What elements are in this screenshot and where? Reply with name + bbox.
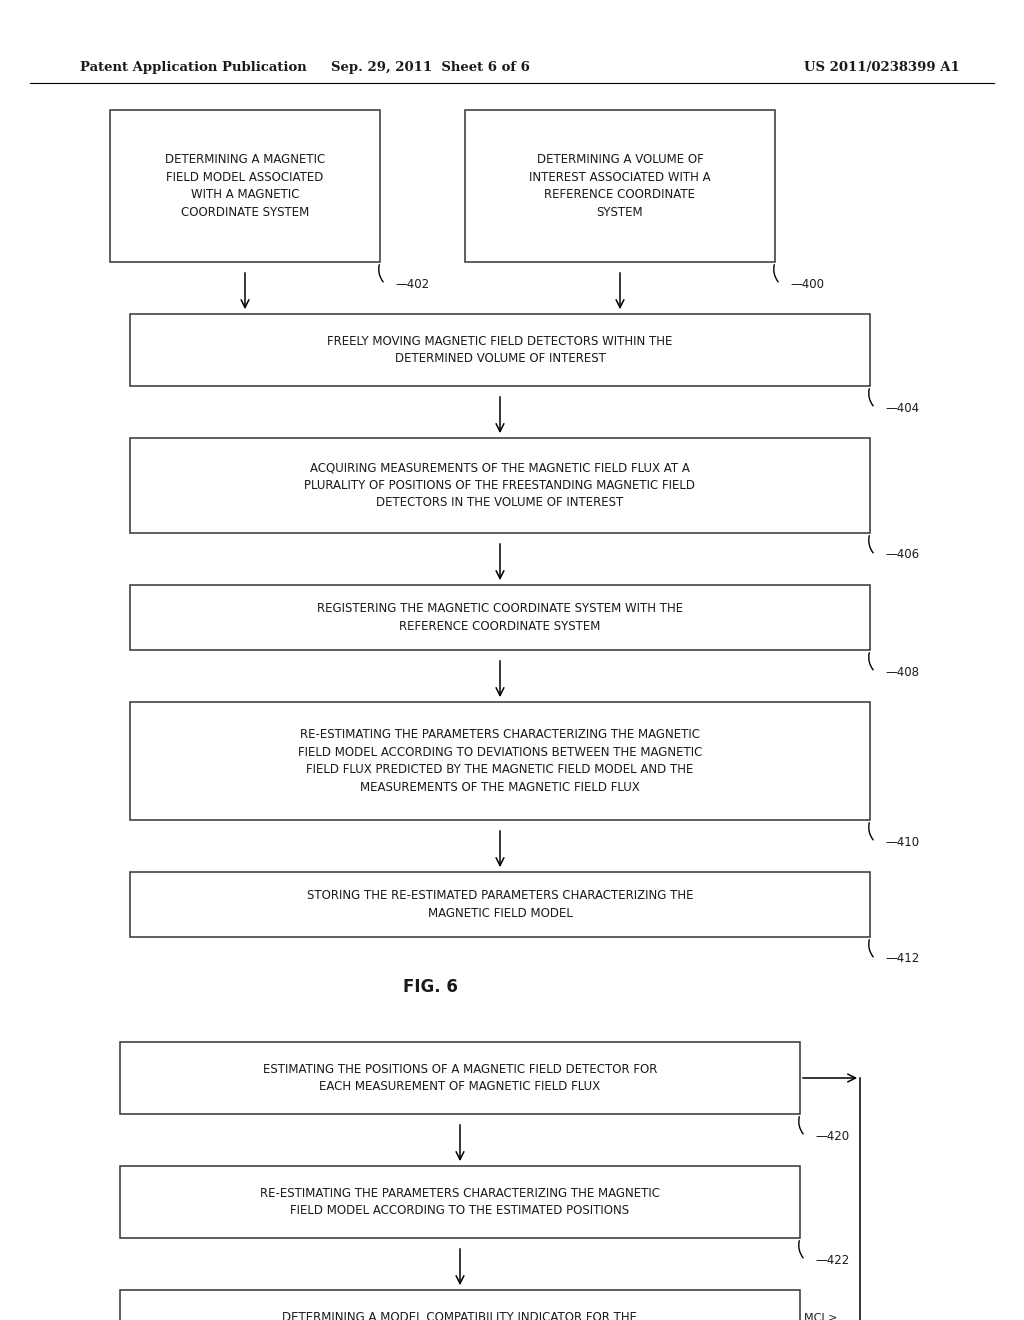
Text: —420: —420 bbox=[815, 1130, 849, 1143]
Text: Sep. 29, 2011  Sheet 6 of 6: Sep. 29, 2011 Sheet 6 of 6 bbox=[331, 62, 529, 74]
Bar bbox=[130, 585, 870, 649]
Text: —402: —402 bbox=[395, 277, 429, 290]
Text: —408: —408 bbox=[885, 665, 919, 678]
Bar bbox=[130, 314, 870, 385]
Text: ACQUIRING MEASUREMENTS OF THE MAGNETIC FIELD FLUX AT A
PLURALITY OF POSITIONS OF: ACQUIRING MEASUREMENTS OF THE MAGNETIC F… bbox=[304, 462, 695, 510]
Text: —406: —406 bbox=[885, 549, 920, 561]
Text: US 2011/0238399 A1: US 2011/0238399 A1 bbox=[804, 62, 961, 74]
Bar bbox=[120, 1166, 800, 1238]
Text: MCI >: MCI > bbox=[804, 1313, 838, 1320]
Text: —412: —412 bbox=[885, 953, 920, 965]
Text: ESTIMATING THE POSITIONS OF A MAGNETIC FIELD DETECTOR FOR
EACH MEASUREMENT OF MA: ESTIMATING THE POSITIONS OF A MAGNETIC F… bbox=[263, 1063, 657, 1093]
Bar bbox=[130, 438, 870, 533]
Text: DETERMINING A VOLUME OF
INTEREST ASSOCIATED WITH A
REFERENCE COORDINATE
SYSTEM: DETERMINING A VOLUME OF INTEREST ASSOCIA… bbox=[529, 153, 711, 219]
Text: FIG. 6: FIG. 6 bbox=[402, 978, 458, 997]
Text: DETERMINING A MAGNETIC
FIELD MODEL ASSOCIATED
WITH A MAGNETIC
COORDINATE SYSTEM: DETERMINING A MAGNETIC FIELD MODEL ASSOC… bbox=[165, 153, 326, 219]
Text: STORING THE RE-ESTIMATED PARAMETERS CHARACTERIZING THE
MAGNETIC FIELD MODEL: STORING THE RE-ESTIMATED PARAMETERS CHAR… bbox=[307, 890, 693, 920]
Text: RE-ESTIMATING THE PARAMETERS CHARACTERIZING THE MAGNETIC
FIELD MODEL ACCORDING T: RE-ESTIMATING THE PARAMETERS CHARACTERIZ… bbox=[298, 729, 702, 793]
Bar bbox=[130, 702, 870, 820]
Text: RE-ESTIMATING THE PARAMETERS CHARACTERIZING THE MAGNETIC
FIELD MODEL ACCORDING T: RE-ESTIMATING THE PARAMETERS CHARACTERIZ… bbox=[260, 1187, 660, 1217]
Bar bbox=[120, 1290, 800, 1320]
Text: —422: —422 bbox=[815, 1254, 849, 1266]
Bar bbox=[110, 110, 380, 261]
Bar bbox=[465, 110, 775, 261]
Text: —400: —400 bbox=[790, 277, 824, 290]
Bar bbox=[130, 873, 870, 937]
Text: —410: —410 bbox=[885, 836, 920, 849]
Text: REGISTERING THE MAGNETIC COORDINATE SYSTEM WITH THE
REFERENCE COORDINATE SYSTEM: REGISTERING THE MAGNETIC COORDINATE SYST… bbox=[317, 602, 683, 632]
Text: FREELY MOVING MAGNETIC FIELD DETECTORS WITHIN THE
DETERMINED VOLUME OF INTEREST: FREELY MOVING MAGNETIC FIELD DETECTORS W… bbox=[328, 335, 673, 366]
Text: DETERMINING A MODEL COMPATIBILITY INDICATOR FOR THE
MAGNETIC FIELD MODEL: DETERMINING A MODEL COMPATIBILITY INDICA… bbox=[283, 1311, 638, 1320]
Text: —404: —404 bbox=[885, 401, 920, 414]
Bar bbox=[120, 1041, 800, 1114]
Text: Patent Application Publication: Patent Application Publication bbox=[80, 62, 307, 74]
